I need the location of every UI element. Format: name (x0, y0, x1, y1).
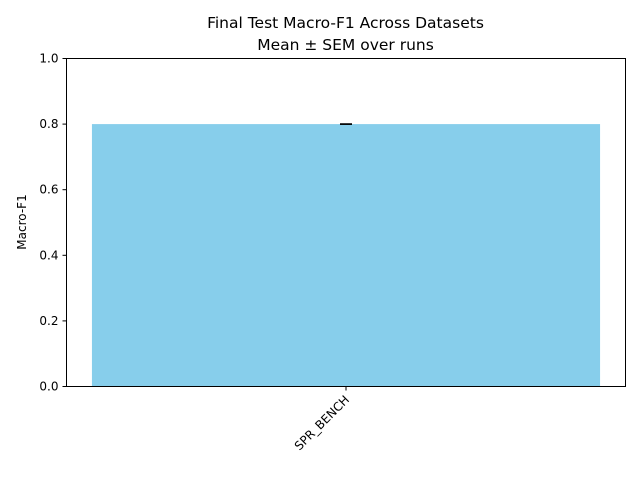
y-tick-label: 0.0 (39, 380, 58, 394)
chart-title: Final Test Macro-F1 Across Datasets (207, 14, 484, 32)
chart-subtitle: Mean ± SEM over runs (257, 36, 434, 54)
bar (91, 124, 601, 387)
y-axis: 0.0 0.2 0.4 0.6 0.8 1.0 (39, 52, 67, 394)
y-tick-label: 0.8 (39, 117, 58, 131)
y-tick-label: 0.4 (39, 248, 58, 262)
x-axis: SPR_BENCH (292, 386, 352, 453)
y-tick-label: 0.6 (39, 183, 58, 197)
y-tick-label: 0.2 (39, 314, 58, 328)
plot-frame (66, 58, 626, 387)
y-axis-label: Macro-F1 (15, 194, 29, 249)
bars-layer (91, 124, 601, 387)
y-tick-label: 1.0 (39, 52, 58, 66)
x-tick-label: SPR_BENCH (292, 393, 352, 453)
